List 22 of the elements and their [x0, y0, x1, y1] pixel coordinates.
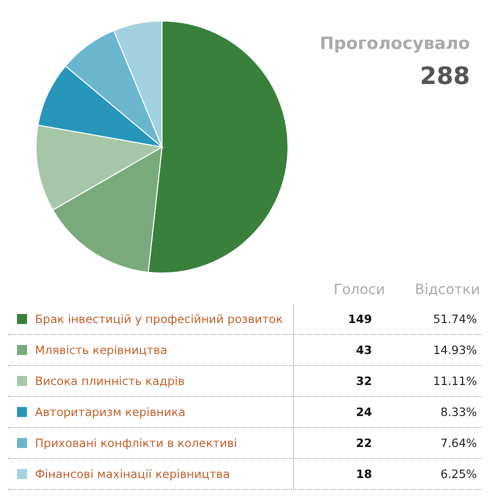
text: Проголосувало [318, 34, 470, 54]
data-label: 11.11% [432, 374, 478, 388]
text: 24 [354, 405, 372, 419]
data-label: 8.33% [439, 405, 478, 419]
text: 43 [354, 343, 372, 357]
text: 22 [354, 436, 372, 450]
legend-label: Брак інвестицій у професійний розвиток [35, 304, 294, 334]
text: 149 [346, 312, 372, 326]
legend-label: Приховані конфлікти в колективі [35, 428, 294, 458]
text: 32 [354, 374, 372, 388]
legend-label: Фінансові махінації керівництва [35, 459, 294, 489]
data-label: 6.25% [439, 467, 478, 481]
text: Відсотки [414, 282, 481, 298]
legend-label: Авторитаризм керівника [35, 397, 294, 427]
data-label: 7.64% [439, 436, 478, 450]
data-label: 51.74% [432, 312, 478, 326]
legend-label: Млявість керівництва [35, 335, 294, 365]
text: 288 [418, 62, 470, 90]
text: 18 [354, 467, 372, 481]
legend-label: Висока плинність кадрів [35, 366, 294, 396]
text: Голоси [332, 282, 385, 298]
data-label: 14.93% [432, 343, 478, 357]
